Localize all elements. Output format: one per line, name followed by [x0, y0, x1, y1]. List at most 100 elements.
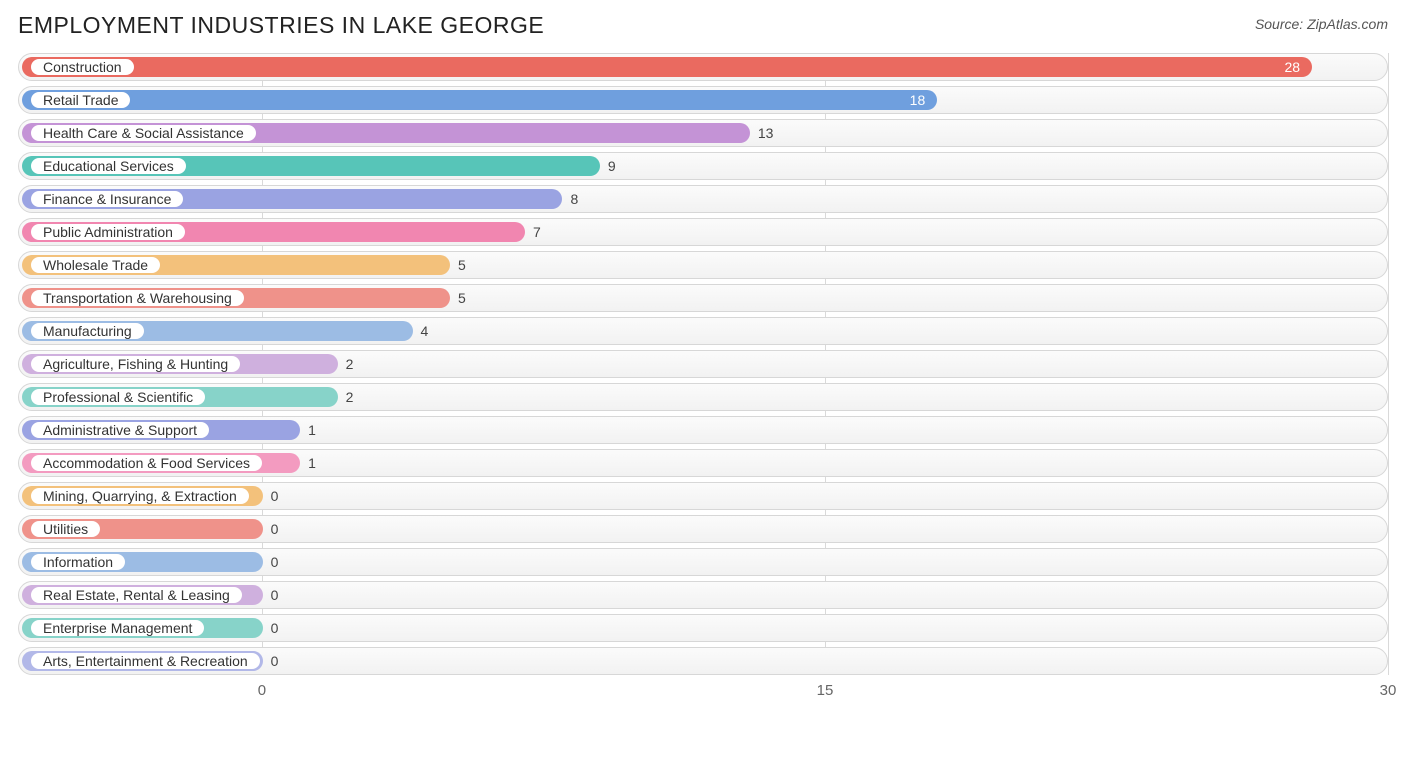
bar-row: Accommodation & Food Services 1: [18, 449, 1388, 477]
bar-value: 18: [910, 90, 926, 110]
bar-label: Construction: [43, 59, 122, 75]
bar-label: Agriculture, Fishing & Hunting: [43, 356, 228, 372]
bar-label: Information: [43, 554, 113, 570]
bar-track: Finance & Insurance 8: [18, 185, 1388, 213]
bar-label-pill: Retail Trade: [29, 90, 132, 110]
bar-label: Transportation & Warehousing: [43, 290, 232, 306]
bar-value: 4: [421, 318, 429, 344]
bar-chart: 28Construction18Retail TradeHealth Care …: [18, 53, 1388, 706]
bar-label-pill: Manufacturing: [29, 321, 146, 341]
chart-header: EMPLOYMENT INDUSTRIES IN LAKE GEORGE Sou…: [18, 12, 1388, 39]
bar-label-pill: Information: [29, 552, 127, 572]
bar-label: Real Estate, Rental & Leasing: [43, 587, 230, 603]
bar-row: Manufacturing 4: [18, 317, 1388, 345]
bar-track: Real Estate, Rental & Leasing 0: [18, 581, 1388, 609]
bar-value: 0: [271, 582, 279, 608]
chart-source: Source: ZipAtlas.com: [1255, 12, 1388, 32]
bar-track: Arts, Entertainment & Recreation 0: [18, 647, 1388, 675]
axis-tick: 15: [817, 682, 834, 699]
bar-value: 28: [1284, 57, 1300, 77]
bar-label-pill: Utilities: [29, 519, 102, 539]
bar-fill: 18: [22, 90, 937, 110]
bar-label: Public Administration: [43, 224, 173, 240]
bar-label-pill: Professional & Scientific: [29, 387, 207, 407]
bar-label: Educational Services: [43, 158, 174, 174]
bar-label: Arts, Entertainment & Recreation: [43, 653, 248, 669]
bar-track: Wholesale Trade5: [18, 251, 1388, 279]
bar-label-pill: Arts, Entertainment & Recreation: [29, 651, 262, 671]
bar-value: 0: [271, 648, 279, 674]
bar-label-pill: Construction: [29, 57, 136, 77]
bar-label: Manufacturing: [43, 323, 132, 339]
bar-value: 0: [271, 549, 279, 575]
bar-track: Health Care & Social Assistance 13: [18, 119, 1388, 147]
bar-value: 8: [570, 186, 578, 212]
axis-tick: 0: [258, 682, 266, 699]
bar-row: Wholesale Trade5: [18, 251, 1388, 279]
bar-track: Public Administration 7: [18, 218, 1388, 246]
bar-label-pill: Finance & Insurance: [29, 189, 185, 209]
bar-row: Health Care & Social Assistance 13: [18, 119, 1388, 147]
bar-track: Transportation & Warehousing 5: [18, 284, 1388, 312]
bar-row: 18 Retail Trade: [18, 86, 1388, 114]
x-axis: 01530: [18, 680, 1388, 706]
bar-label: Accommodation & Food Services: [43, 455, 250, 471]
bar-track: Accommodation & Food Services 1: [18, 449, 1388, 477]
bar-label-pill: Agriculture, Fishing & Hunting: [29, 354, 242, 374]
bar-value: 0: [271, 483, 279, 509]
bar-track: Enterprise Management 0: [18, 614, 1388, 642]
bar-label: Wholesale Trade: [43, 257, 148, 273]
bar-row: Administrative & Support 1: [18, 416, 1388, 444]
bar-value: 1: [308, 417, 316, 443]
bar-label: Retail Trade: [43, 92, 118, 108]
bar-label-pill: Mining, Quarrying, & Extraction: [29, 486, 251, 506]
bar-label-pill: Enterprise Management: [29, 618, 206, 638]
bar-row: Arts, Entertainment & Recreation 0: [18, 647, 1388, 675]
bar-value: 7: [533, 219, 541, 245]
bar-label: Professional & Scientific: [43, 389, 193, 405]
bar-track: Utilities 0: [18, 515, 1388, 543]
bar-label-pill: Wholesale Trade: [29, 255, 162, 275]
bar-label: Utilities: [43, 521, 88, 537]
bar-row: Transportation & Warehousing 5: [18, 284, 1388, 312]
bar-label-pill: Educational Services: [29, 156, 188, 176]
bars-layer: 28Construction18Retail TradeHealth Care …: [18, 53, 1388, 675]
bar-row: Public Administration 7: [18, 218, 1388, 246]
bar-row: Mining, Quarrying, & Extraction 0: [18, 482, 1388, 510]
bar-track: 18 Retail Trade: [18, 86, 1388, 114]
bar-value: 0: [271, 516, 279, 542]
bar-value: 5: [458, 285, 466, 311]
bar-label: Enterprise Management: [43, 620, 192, 636]
bar-row: Professional & Scientific 2: [18, 383, 1388, 411]
bar-label-pill: Transportation & Warehousing: [29, 288, 246, 308]
bar-label-pill: Administrative & Support: [29, 420, 211, 440]
bar-label: Mining, Quarrying, & Extraction: [43, 488, 237, 504]
bar-row: Utilities 0: [18, 515, 1388, 543]
bar-track: Administrative & Support 1: [18, 416, 1388, 444]
bar-label: Finance & Insurance: [43, 191, 171, 207]
bar-track: Information 0: [18, 548, 1388, 576]
bar-value: 13: [758, 120, 774, 146]
bar-track: Mining, Quarrying, & Extraction 0: [18, 482, 1388, 510]
bar-row: 28 Construction: [18, 53, 1388, 81]
bar-value: 0: [271, 615, 279, 641]
bar-track: 28 Construction: [18, 53, 1388, 81]
bar-track: Manufacturing 4: [18, 317, 1388, 345]
bar-value: 2: [346, 351, 354, 377]
bar-label-pill: Accommodation & Food Services: [29, 453, 264, 473]
bar-track: Educational Services9: [18, 152, 1388, 180]
bar-row: Real Estate, Rental & Leasing 0: [18, 581, 1388, 609]
bar-row: Enterprise Management 0: [18, 614, 1388, 642]
bar-label: Administrative & Support: [43, 422, 197, 438]
bar-row: Finance & Insurance 8: [18, 185, 1388, 213]
chart-title: EMPLOYMENT INDUSTRIES IN LAKE GEORGE: [18, 12, 544, 39]
bar-row: Educational Services9: [18, 152, 1388, 180]
axis-tick: 30: [1380, 682, 1397, 699]
bar-value: 2: [346, 384, 354, 410]
bar-value: 1: [308, 450, 316, 476]
bar-label: Health Care & Social Assistance: [43, 125, 244, 141]
bar-row: Information 0: [18, 548, 1388, 576]
bar-label-pill: Health Care & Social Assistance: [29, 123, 258, 143]
bar-track: Professional & Scientific 2: [18, 383, 1388, 411]
bar-fill: 28: [22, 57, 1312, 77]
